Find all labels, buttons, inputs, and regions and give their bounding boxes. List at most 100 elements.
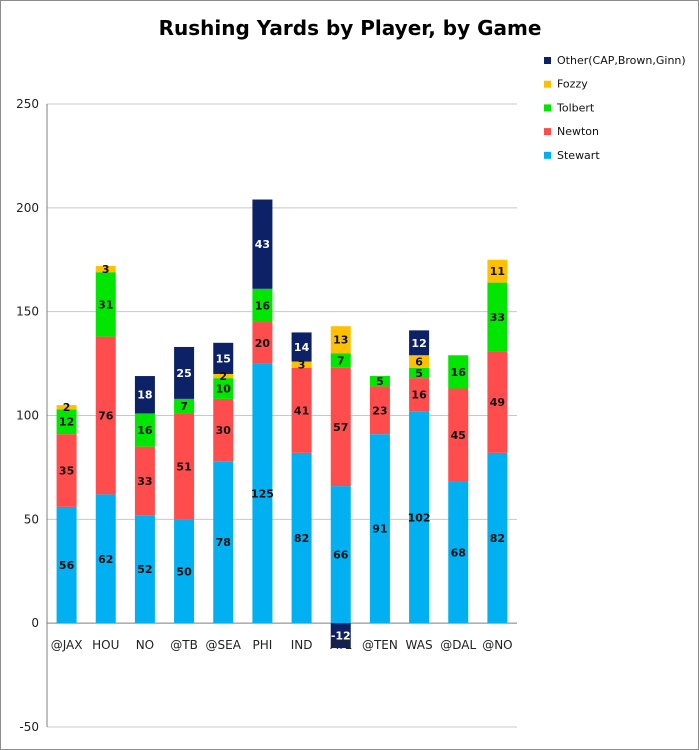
bar-segment xyxy=(95,265,116,273)
data-label: 50 xyxy=(176,565,192,578)
data-label: -12 xyxy=(331,630,351,643)
legend-swatch xyxy=(544,128,551,136)
y-axis: -50 0 50 100 150 200 250 xyxy=(16,97,48,734)
data-label: 82 xyxy=(490,532,505,545)
bar-segment xyxy=(330,367,351,487)
data-label: 91 xyxy=(372,523,387,536)
x-tick-label: @DAL xyxy=(440,638,476,652)
data-label: 23 xyxy=(372,404,387,417)
data-label: 102 xyxy=(408,511,431,524)
legend: Other(CAP,Brown,Ginn) Fozzy Tolbert Newton S… xyxy=(544,54,686,162)
y-tick-label: 100 xyxy=(16,409,39,423)
bar-segment xyxy=(95,494,116,624)
bar-segment xyxy=(95,272,116,337)
data-label: 12 xyxy=(411,337,426,350)
data-label: 14 xyxy=(294,341,310,354)
bar-segment xyxy=(369,386,390,435)
data-label: 5 xyxy=(415,367,423,380)
data-label: 12 xyxy=(59,416,74,429)
bar-segment xyxy=(330,326,351,354)
data-label: 76 xyxy=(98,410,114,423)
y-tick-label: 200 xyxy=(16,201,39,215)
bar-segment xyxy=(213,378,234,399)
x-tick-label: HOU xyxy=(92,638,119,652)
bar-segment xyxy=(487,351,508,453)
data-label: 3 xyxy=(102,263,110,276)
data-label: 66 xyxy=(333,549,349,562)
bar-segment xyxy=(487,452,508,624)
bar-segment xyxy=(409,411,430,624)
bar-segment xyxy=(134,413,155,447)
data-label: 33 xyxy=(137,475,152,488)
bar-segment xyxy=(409,378,430,412)
bar-segment xyxy=(56,434,77,507)
bar-segment xyxy=(409,330,430,356)
x-axis: @JAX HOU NO @TB @SEA PHI IND ATL @TEN WAS @DAL @NO xyxy=(51,638,513,652)
data-label: 16 xyxy=(411,389,427,402)
data-label: 68 xyxy=(451,547,466,560)
legend-swatch xyxy=(544,57,551,64)
bar-segment xyxy=(330,623,351,649)
x-tick-label: @JAX xyxy=(51,638,83,652)
legend-label: Stewart xyxy=(557,149,600,162)
data-label: 33 xyxy=(490,311,505,324)
bar-segment xyxy=(252,199,273,289)
bar-segment xyxy=(252,322,273,364)
x-tick-label: @TEN xyxy=(362,638,398,652)
bar-segment xyxy=(174,346,195,399)
data-label: 41 xyxy=(294,404,309,417)
bar-segment xyxy=(409,355,430,368)
bar-segment xyxy=(213,461,234,624)
data-label: 51 xyxy=(176,460,191,473)
x-tick-label: ATL xyxy=(330,638,352,652)
y-tick-label: 150 xyxy=(16,305,39,319)
bar-segment xyxy=(448,481,469,624)
x-tick-label: NO xyxy=(136,638,154,652)
data-labels: 5635122627631352331618505172578301021512… xyxy=(59,238,505,642)
data-label: 52 xyxy=(137,563,152,576)
x-tick-label: IND xyxy=(291,638,313,652)
data-label: 6 xyxy=(415,356,423,369)
y-tick-label: 50 xyxy=(24,512,39,526)
bar-segment xyxy=(448,388,469,482)
data-label: 13 xyxy=(333,334,348,347)
legend-swatch xyxy=(544,104,551,112)
data-label: 7 xyxy=(337,354,345,367)
data-label: 15 xyxy=(216,352,231,365)
data-label: 30 xyxy=(216,424,232,437)
data-label: 5 xyxy=(376,375,384,388)
grid-lines xyxy=(47,103,517,728)
data-label: 35 xyxy=(59,465,74,478)
data-label: 56 xyxy=(59,559,75,572)
chart-title: Rushing Yards by Player, by Game xyxy=(159,16,542,40)
bar-segment xyxy=(56,405,77,410)
legend-swatch xyxy=(544,151,551,159)
data-label: 125 xyxy=(251,487,274,500)
bar-segment xyxy=(174,398,195,414)
data-label: 31 xyxy=(98,298,113,311)
data-label: 49 xyxy=(490,396,505,409)
data-label: 16 xyxy=(451,366,467,379)
bar-segment xyxy=(174,413,195,520)
bar-segment xyxy=(330,486,351,624)
legend-label: Fozzy xyxy=(557,78,588,91)
data-label: 25 xyxy=(176,367,191,380)
bar-segment xyxy=(487,259,508,283)
bar-segment xyxy=(330,353,351,368)
bars xyxy=(56,199,508,649)
bar-segment xyxy=(213,398,234,462)
bar-segment xyxy=(369,434,390,624)
bar-segment xyxy=(213,373,234,379)
bar-segment xyxy=(252,288,273,323)
x-tick-label: @TB xyxy=(170,638,198,652)
legend-label: Newton xyxy=(557,125,599,138)
legend-label: Tolbert xyxy=(556,101,595,114)
bar-segment xyxy=(448,355,469,389)
bar-segment xyxy=(291,452,312,624)
data-label: 57 xyxy=(333,421,348,434)
bar-segment xyxy=(252,363,273,624)
x-tick-label: @SEA xyxy=(206,638,242,652)
x-tick-label: WAS xyxy=(406,638,433,652)
bar-segment xyxy=(134,446,155,516)
